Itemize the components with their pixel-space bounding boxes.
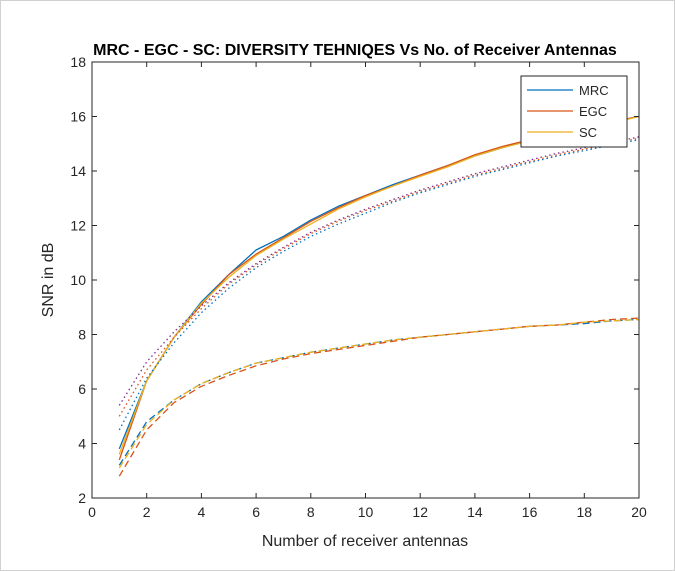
x-tick-label: 20	[631, 504, 647, 520]
y-tick-label: 2	[78, 490, 86, 506]
legend: MRC EGC SC	[520, 75, 628, 148]
y-tick-label: 4	[78, 436, 86, 452]
y-tick-label: 14	[70, 163, 86, 179]
x-tick-label: 16	[522, 504, 538, 520]
x-tick-label: 8	[307, 504, 315, 520]
y-axis-label: SNR in dB	[40, 243, 57, 318]
x-tick-label: 10	[358, 504, 374, 520]
x-axis-label: Number of receiver antennas	[262, 533, 468, 550]
y-tick-label: 16	[70, 109, 86, 125]
y-tick-label: 12	[70, 218, 86, 234]
y-tick-label: 18	[70, 54, 86, 70]
y-tick-label: 10	[70, 272, 86, 288]
y-axis-ticks: 2 4 6 8 10 12 14 16 18	[70, 54, 639, 506]
series-layer	[118, 115, 640, 477]
series-line-dotted-3	[118, 139, 640, 431]
legend-label-egc: EGC	[579, 104, 607, 119]
x-tick-label: 14	[467, 504, 483, 520]
chart-title: MRC - EGC - SC: DIVERSITY TEHNIQES Vs No…	[93, 42, 617, 59]
y-tick-label: 8	[78, 327, 86, 343]
series-line-dotted-4	[118, 137, 640, 417]
x-tick-label: 6	[252, 504, 260, 520]
y-tick-label: 6	[78, 381, 86, 397]
legend-label-mrc: MRC	[579, 83, 609, 98]
x-tick-label: 4	[198, 504, 206, 520]
x-tick-label: 0	[88, 504, 96, 520]
x-tick-label: 12	[412, 504, 428, 520]
x-tick-label: 18	[577, 504, 593, 520]
series-line-dashed-8	[118, 318, 640, 469]
x-tick-label: 2	[143, 504, 151, 520]
legend-label-sc: SC	[579, 125, 597, 140]
x-axis-ticks: 0 2 4 6 8 10 12 14 16 18 20	[88, 62, 647, 520]
series-line-dotted-5	[118, 136, 640, 406]
